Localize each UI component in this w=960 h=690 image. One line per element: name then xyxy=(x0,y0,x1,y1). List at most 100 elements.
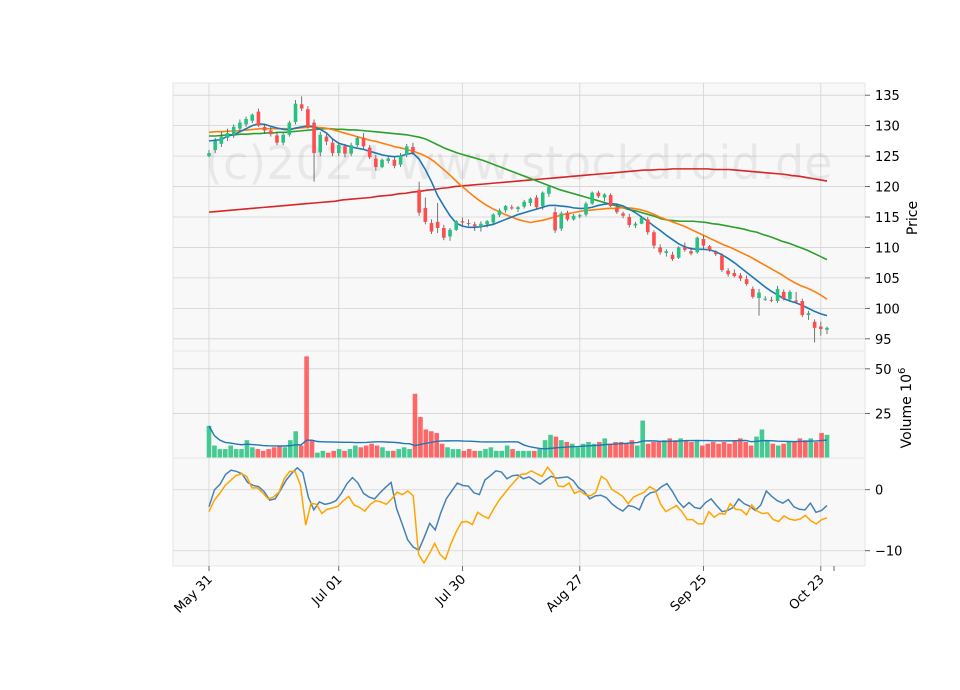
candle-body xyxy=(738,275,743,279)
candle-body xyxy=(207,153,211,157)
volume-bar xyxy=(694,440,700,458)
volume-bar xyxy=(325,452,331,458)
watermark-text: (c)2024 www.stockdroid.de xyxy=(205,136,833,190)
candle-body xyxy=(534,197,539,208)
candle-body xyxy=(806,313,811,316)
ma100-line xyxy=(208,168,828,213)
volume-bar xyxy=(510,449,515,458)
candle-body xyxy=(540,192,545,207)
volume-bar xyxy=(282,447,288,458)
candle-body xyxy=(460,221,465,223)
candle-body xyxy=(479,223,483,227)
candle-body xyxy=(262,126,267,131)
candle-body xyxy=(448,229,452,237)
candle-body xyxy=(349,145,353,154)
candle-body xyxy=(553,212,557,231)
candle-body xyxy=(639,217,644,224)
candle-body xyxy=(275,135,279,143)
candle-body xyxy=(621,213,625,216)
x-tick-label: Jul 30 xyxy=(432,572,469,609)
volume-bar xyxy=(418,416,423,458)
macd-axis-ticks: −10 0 xyxy=(865,484,902,560)
signal-line xyxy=(208,465,828,565)
candle-body xyxy=(510,207,514,209)
y-tick-label: 105 xyxy=(875,272,900,287)
volume-bar xyxy=(277,445,282,458)
candle-body xyxy=(231,126,236,135)
volume-bar xyxy=(624,443,629,458)
volume-bar xyxy=(477,450,483,458)
volume-axis-ticks: 25 50 xyxy=(865,363,892,422)
volume-bar xyxy=(212,445,217,458)
candle-body xyxy=(763,298,767,300)
candle-body xyxy=(528,198,533,203)
candle-body xyxy=(781,291,786,299)
volume-bar xyxy=(358,447,364,458)
candle-body xyxy=(269,130,273,135)
candle-body xyxy=(615,207,619,213)
candle-body xyxy=(343,146,347,154)
candle-body xyxy=(726,270,730,275)
candle-body xyxy=(429,223,434,232)
volume-gridlines xyxy=(173,351,865,458)
volume-bar xyxy=(526,450,532,458)
macd-line xyxy=(208,466,828,552)
volume-bar xyxy=(233,449,239,458)
candle-body xyxy=(219,136,224,144)
volume-bar xyxy=(466,449,472,458)
volume-bar xyxy=(363,445,369,458)
volume-bar xyxy=(374,445,380,458)
candlesticks xyxy=(207,96,829,343)
ma5-line xyxy=(208,122,828,317)
candle-body xyxy=(256,111,261,126)
candle-body xyxy=(713,252,718,255)
candle-body xyxy=(497,210,502,216)
volume-bar xyxy=(515,450,521,458)
y-tick-label: 120 xyxy=(875,181,900,196)
candle-body xyxy=(819,326,823,330)
candle-body xyxy=(411,146,415,153)
volume-bar xyxy=(380,447,385,458)
candle-body xyxy=(547,187,551,194)
volume-bar xyxy=(531,450,537,458)
x-tick-label: Oct 23 xyxy=(787,572,828,613)
volume-bar xyxy=(586,441,591,458)
volume-bar xyxy=(320,450,326,458)
ma100-line-group xyxy=(208,168,828,213)
volume-average-line xyxy=(208,425,828,450)
y-tick-label: 135 xyxy=(875,89,900,104)
volume-average-line-group xyxy=(208,425,828,450)
volume-bar xyxy=(461,450,467,458)
candle-body xyxy=(627,217,632,225)
volume-bar xyxy=(765,440,770,458)
candle-body xyxy=(392,159,397,166)
volume-bar xyxy=(266,449,271,458)
volume-bar xyxy=(607,443,613,458)
volume-bar xyxy=(580,443,586,458)
candle-body xyxy=(442,227,446,238)
volume-bar xyxy=(602,438,608,458)
candle-body xyxy=(287,122,292,135)
candle-body xyxy=(466,223,471,225)
candle-body xyxy=(676,247,681,258)
candle-body xyxy=(281,134,285,143)
volume-bar xyxy=(651,441,656,458)
volume-bar xyxy=(813,441,819,458)
volume-bar xyxy=(309,440,315,458)
candle-body xyxy=(751,288,755,297)
volume-bar xyxy=(488,447,494,458)
volume-bar xyxy=(803,440,808,458)
volume-bar xyxy=(559,440,564,458)
candle-body xyxy=(503,206,508,211)
volume-bar xyxy=(792,441,797,458)
volume-bar xyxy=(629,440,635,458)
candle-body xyxy=(664,251,669,253)
volume-bar xyxy=(700,445,705,458)
candle-body xyxy=(225,132,230,138)
volume-bar xyxy=(819,433,824,458)
candle-body xyxy=(312,122,316,154)
candle-body xyxy=(324,136,329,142)
volume-bar xyxy=(537,449,542,458)
volume-bar xyxy=(775,445,781,458)
